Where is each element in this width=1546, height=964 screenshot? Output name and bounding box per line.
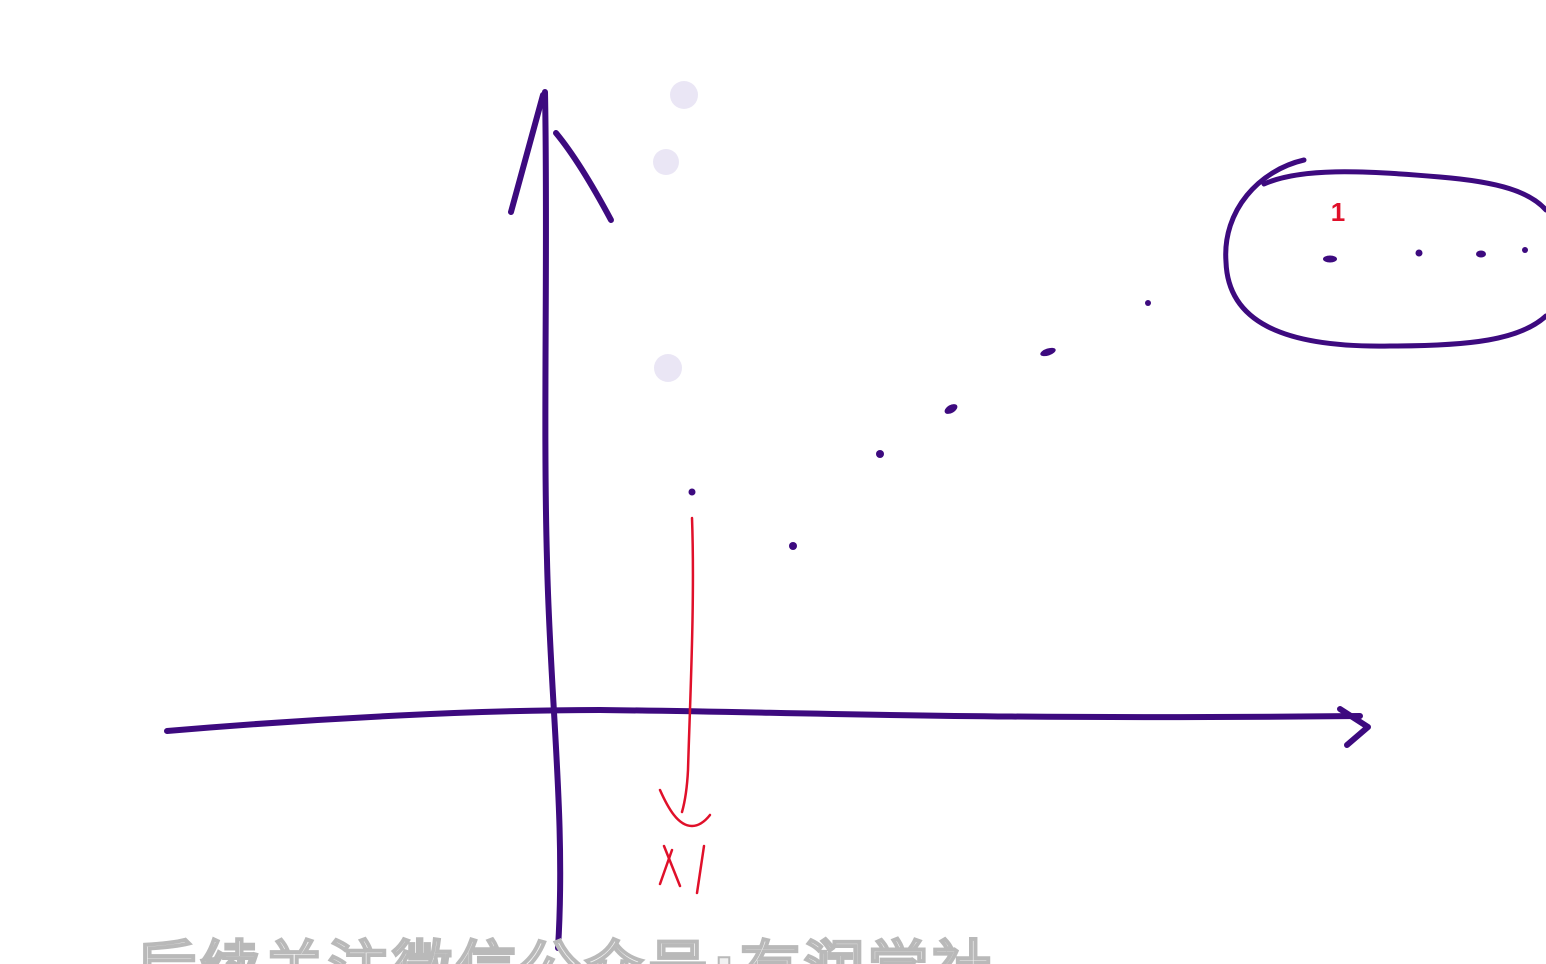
data-point bbox=[688, 488, 696, 496]
data-point bbox=[789, 542, 797, 550]
data-point bbox=[876, 450, 884, 458]
highlight-loop bbox=[1223, 157, 1546, 349]
ghost-smudge bbox=[670, 81, 698, 109]
ghost-smudge bbox=[654, 354, 682, 382]
x-axis-arrowhead bbox=[1337, 706, 1371, 748]
x-axis-line bbox=[164, 707, 1363, 734]
highlight-loop-top bbox=[1261, 169, 1546, 213]
data-point bbox=[1415, 249, 1423, 257]
x1-label bbox=[658, 844, 706, 895]
y-axis-line bbox=[542, 89, 564, 951]
x1-stroke bbox=[662, 844, 682, 888]
ghost-smudge bbox=[653, 149, 679, 175]
y-axis-arrowhead-left bbox=[508, 92, 546, 215]
x1-stroke bbox=[658, 848, 674, 886]
x1-stroke bbox=[695, 844, 706, 895]
data-point bbox=[1476, 250, 1486, 258]
data-point bbox=[944, 404, 958, 414]
data-point bbox=[1040, 347, 1056, 357]
y-axis-arrowhead-right bbox=[553, 130, 614, 223]
data-point bbox=[1145, 300, 1151, 306]
drop-arrow-line bbox=[680, 516, 695, 814]
data-point bbox=[1522, 247, 1528, 253]
watermark-caption: 后续关注微信公众号:有润学社 bbox=[136, 935, 996, 964]
data-point bbox=[1323, 255, 1337, 263]
data-points bbox=[688, 247, 1528, 550]
point-label: 1 bbox=[1331, 197, 1345, 227]
drop-arrow-head bbox=[658, 788, 712, 828]
